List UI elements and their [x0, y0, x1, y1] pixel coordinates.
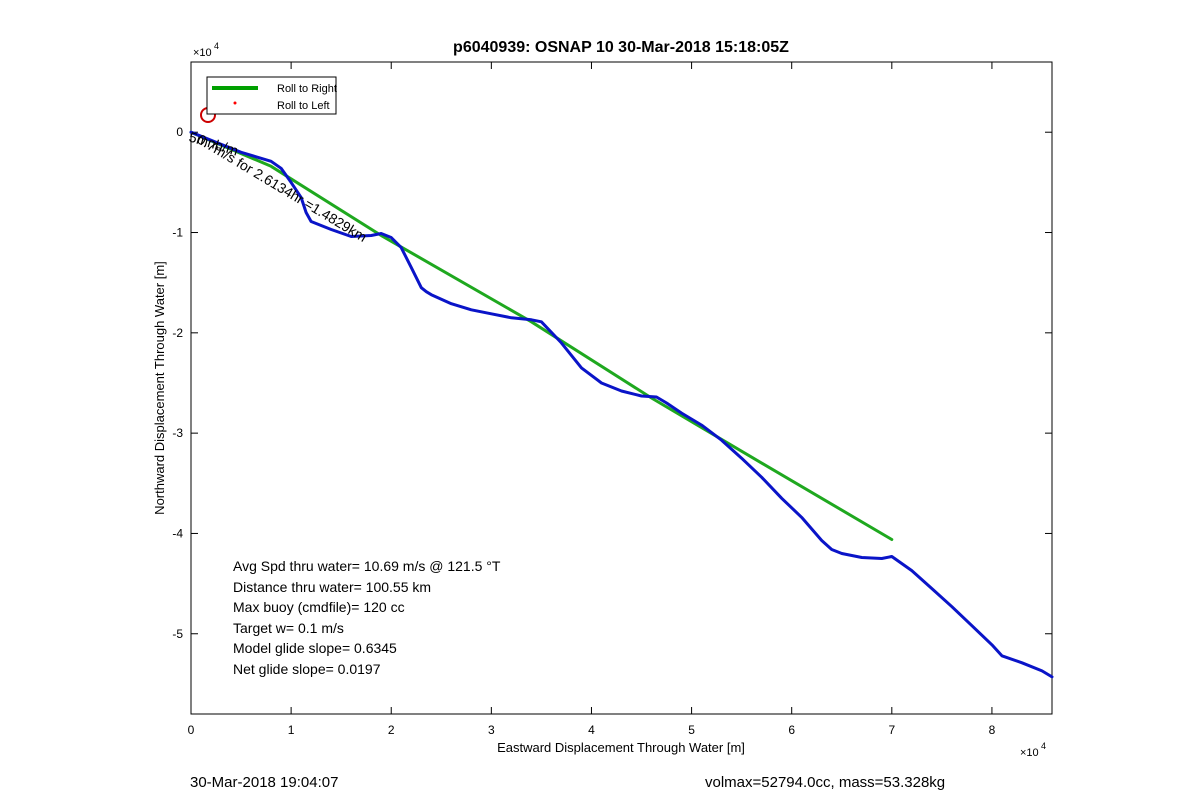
- footer-volmax-mass: volmax=52794.0cc, mass=53.328kg: [705, 774, 946, 791]
- legend-label-roll-right: Roll to Right: [277, 83, 337, 95]
- legend: Roll to Right Roll to Left: [206, 76, 337, 115]
- x-tick-label: 7: [888, 723, 895, 737]
- series-roll-to-right-line: [189, 130, 894, 541]
- y-tick-label: -2: [172, 326, 183, 340]
- y-tick-label: 0: [176, 125, 183, 139]
- chart-title: p6040939: OSNAP 10 30-Mar-2018 15:18:05Z: [453, 39, 789, 56]
- x-tick-label: 5: [688, 723, 695, 737]
- y-tick-label: -4: [172, 526, 183, 540]
- stat-avg-speed: Avg Spd thru water= 10.69 m/s @ 121.5 °T: [233, 558, 501, 574]
- stat-net-glide: Net glide slope= 0.0197: [233, 661, 381, 677]
- x-tick-label: 2: [388, 723, 395, 737]
- stat-target-w: Target w= 0.1 m/s: [233, 620, 344, 636]
- x-exponent-power: 4: [1041, 741, 1046, 751]
- legend-box: [206, 76, 337, 115]
- stat-distance: Distance thru water= 100.55 km: [233, 579, 431, 595]
- y-axis-label: Northward Displacement Through Water [m]: [152, 261, 167, 515]
- y-tick-label: -1: [172, 226, 183, 240]
- stats-block: Avg Spd thru water= 10.69 m/s @ 121.5 °T…: [233, 558, 501, 677]
- footer-timestamp: 30-Mar-2018 19:04:07: [190, 774, 339, 791]
- legend-swatch-roll-left: [233, 101, 237, 105]
- y-tick-label: -5: [172, 627, 183, 641]
- x-tick-label: 6: [788, 723, 795, 737]
- x-tick-label: 8: [989, 723, 996, 737]
- y-tick-label: -3: [172, 426, 183, 440]
- legend-label-roll-left: Roll to Left: [277, 100, 330, 112]
- x-tick-label: 1: [288, 723, 295, 737]
- y-exponent-power: 4: [214, 41, 219, 51]
- y-exponent-base: ×10: [193, 47, 212, 59]
- plot-area-box: [190, 61, 1053, 715]
- x-tick-label: 4: [588, 723, 595, 737]
- x-exponent-label: ×10 4: [1020, 741, 1046, 759]
- x-axis-label: Eastward Displacement Through Water [m]: [497, 740, 745, 755]
- x-tick-label: 3: [488, 723, 495, 737]
- series-layer: [189, 130, 1054, 679]
- x-tick-label: 0: [188, 723, 195, 737]
- x-exponent-base: ×10: [1020, 747, 1039, 759]
- y-exponent-label: ×10 4: [193, 41, 219, 59]
- series-track-line: [189, 130, 1054, 679]
- stat-max-buoy: Max buoy (cmdfile)= 120 cc: [233, 599, 405, 615]
- stat-model-glide: Model glide slope= 0.6345: [233, 640, 397, 656]
- axis-ticks: 0 1 2 3 4 5 6 7 8 0 -1 -2 -3 -4 -5: [172, 62, 1052, 737]
